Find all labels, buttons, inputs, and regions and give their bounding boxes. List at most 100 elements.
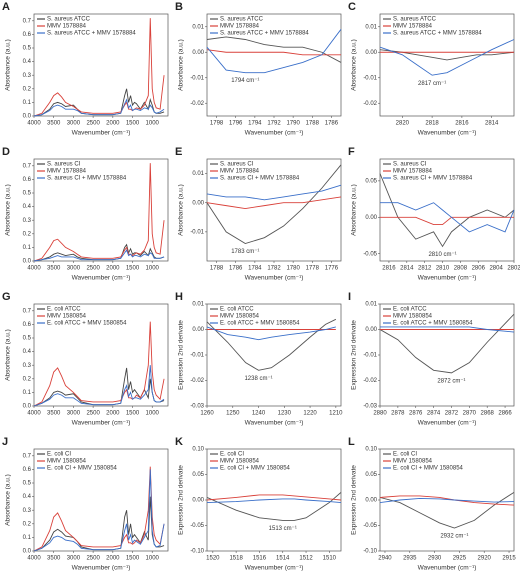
legend-label: MMV 1580854 [220,459,260,465]
y-tick-label: 0.00 [192,50,204,56]
legend-label: MMV 1580854 [393,314,433,320]
y-tick-label: 0.1 [23,245,32,251]
y-tick-label: 0.2 [23,86,32,92]
y-tick-label: 0.4 [23,494,32,500]
y-tick-label: 0.10 [192,447,204,453]
x-tick-label: 2816 [455,121,469,127]
y-axis-label: Expression 2nd derivate [178,320,185,390]
spectrum-line [379,498,515,503]
y-tick-label: 0.4 [23,59,32,65]
panel-label: J [2,436,8,448]
x-axis-label: Wavenumber (cm⁻¹) [418,275,477,282]
legend-label: E. coli ATCC + MMV 1580854 [47,321,127,327]
x-tick-label: 1500 [126,121,140,127]
x-tick-label: 2810 [436,266,450,272]
legend-label: S. aureus CI [220,162,254,168]
spectrum-line [206,196,342,209]
plot-frame [33,158,169,262]
x-tick-label: 1514 [276,556,290,562]
x-tick-label: 2876 [409,411,423,417]
legend-label: E. coli ATCC + MMV 1580854 [393,321,473,327]
legend-label: S. aureus ATCC [47,17,91,23]
spectrum-line [206,184,342,201]
y-tick-label: -0.02 [190,101,204,107]
x-tick-label: 2868 [481,411,495,417]
y-axis-label: Absorbance (a.u.) [5,39,12,91]
y-tick-label: 0.01 [192,171,204,177]
spectrum-line [379,39,515,76]
legend-label: MMV 1578884 [47,24,87,30]
x-axis-label: Wavenumber (cm⁻¹) [72,130,131,137]
x-tick-label: 3000 [67,411,81,417]
legend-label: E. coli ATCC [47,307,81,313]
spectrum-line [33,367,165,407]
y-tick-label: 0.0 [23,114,32,120]
x-tick-label: 1510 [323,556,337,562]
legend-label: MMV 1578884 [393,24,433,30]
plot-frame [33,13,169,117]
spectrum-line [379,313,515,374]
x-tick-label: 1780 [286,266,300,272]
peak-annotation: 1513 cm⁻¹ [269,526,297,532]
y-tick-label: -0.01 [363,353,377,359]
peak-annotation: 2872 cm⁻¹ [437,378,465,384]
x-tick-label: 2000 [106,411,120,417]
y-tick-label: 0.01 [365,302,377,308]
spectrum-line [206,49,341,56]
x-tick-label: 3500 [47,556,61,562]
y-tick-label: 0.10 [365,447,377,453]
x-axis-label: Wavenumber (cm⁻¹) [418,565,477,572]
y-tick-label: -0.02 [190,378,204,384]
y-tick-label: -0.05 [363,251,377,257]
x-tick-label: 1500 [126,556,140,562]
y-axis-label: Absorbance (a.u.) [5,184,12,236]
x-tick-label: 4000 [27,121,41,127]
x-tick-label: 1500 [126,266,140,272]
y-axis-label: Expression 2nd derivate [351,320,358,390]
legend-label: MMV 1580854 [220,314,260,320]
x-tick-label: 2808 [454,266,468,272]
y-tick-label: 0.5 [23,336,32,342]
peak-annotation: 2932 cm⁻¹ [440,534,468,540]
panel-label: K [175,436,183,448]
spectrum-line [33,243,165,262]
y-tick-label: 0.05 [365,472,377,478]
x-tick-label: 2874 [427,411,441,417]
x-tick-label: 2878 [391,411,405,417]
legend-label: E. coli ATCC [220,307,254,313]
y-tick-label: 0.5 [23,191,32,197]
spectrum-line [206,29,342,74]
x-tick-label: 2806 [472,266,486,272]
x-tick-label: 1790 [286,121,300,127]
spectrum-line [379,49,515,61]
spectrum-line [33,88,165,117]
spectrum-line [33,469,165,552]
x-tick-label: 2000 [106,121,120,127]
spectrum-line [33,321,165,407]
y-tick-label: 0.2 [23,521,32,527]
y-tick-label: -0.02 [363,101,377,107]
spectrum-line [206,498,342,503]
x-tick-label: 1784 [248,266,262,272]
spectrum-line [206,318,337,371]
peak-annotation: 1783 cm⁻¹ [231,249,259,255]
x-tick-label: 2818 [425,121,439,127]
y-tick-label: 0.05 [192,472,204,478]
x-tick-label: 2880 [373,411,387,417]
y-tick-label: 0.01 [192,24,204,30]
legend-label: E. coli ATCC + MMV 1580854 [220,321,300,327]
x-tick-label: 1000 [146,266,160,272]
y-tick-label: 0.2 [23,376,32,382]
y-tick-label: 0.6 [23,322,32,328]
y-tick-label: -0.02 [363,378,377,384]
x-axis-label: Wavenumber (cm⁻¹) [418,130,477,137]
x-tick-label: 1788 [210,266,224,272]
x-tick-label: 2870 [463,411,477,417]
x-tick-label: 3000 [67,266,81,272]
y-tick-label: 0.0 [23,404,32,410]
x-tick-label: 2802 [507,266,520,272]
y-axis-label: Expression 2nd derivate [351,465,358,535]
legend-label: E. coli CI + MMV 1580854 [47,466,118,472]
x-axis-label: Wavenumber (cm⁻¹) [245,275,304,282]
x-tick-label: 1786 [325,121,339,127]
